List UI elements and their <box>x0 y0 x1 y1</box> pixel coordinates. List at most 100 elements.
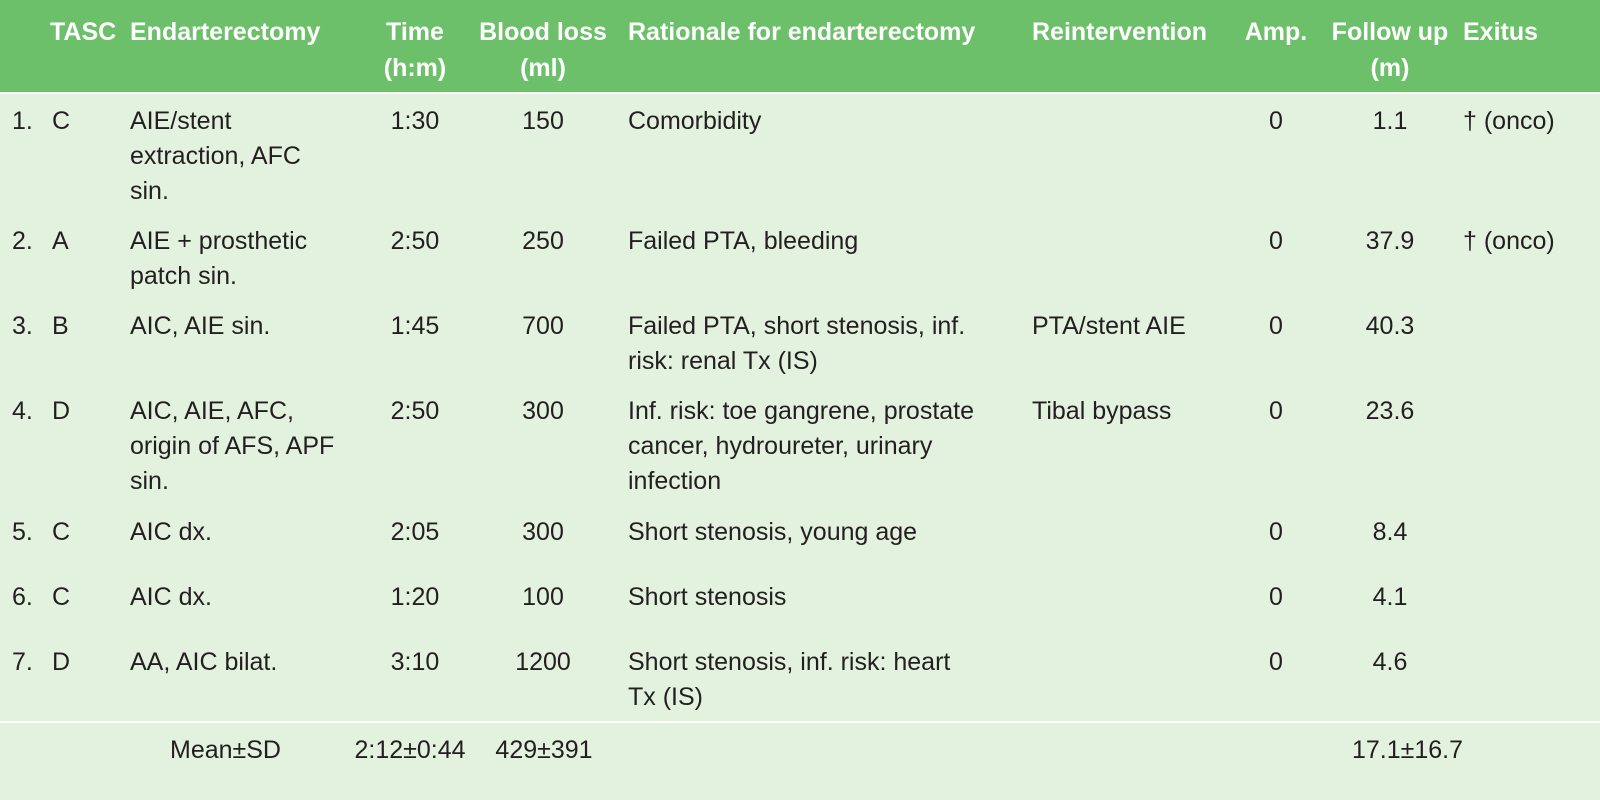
cell-blood-loss: 100 <box>522 583 564 611</box>
cell-tasc: D <box>52 648 71 676</box>
cell-blood-loss: 700 <box>522 312 564 340</box>
cell-endarterectomy-line: AIC, AIE sin. <box>130 312 271 340</box>
cell-endarterectomy: AIC dx. <box>130 580 370 615</box>
header-time: Time (h:m) <box>365 14 465 86</box>
cell-rationale-line: Short stenosis, inf. risk: heart <box>628 648 951 676</box>
header-follow-up: Follow up (m) <box>1325 14 1455 86</box>
summary-label: Mean±SD <box>170 736 281 764</box>
cell-blood-loss: 1200 <box>515 648 571 676</box>
cell-rationale-line: Comorbidity <box>628 107 762 135</box>
header-follow-up-line: Follow up <box>1331 18 1449 46</box>
cell-endarterectomy-line: AIE + prosthetic <box>130 227 308 255</box>
cell-rationale-line: Failed PTA, bleeding <box>628 227 859 255</box>
cell-reintervention: Tibal bypass <box>1032 397 1172 425</box>
cell-blood-loss: 300 <box>522 518 564 546</box>
cell-rationale: Short stenosis <box>628 580 1028 615</box>
header-amp: Amp. <box>1244 18 1308 46</box>
cell-index: 1. <box>12 107 33 135</box>
cell-time: 3:10 <box>390 648 440 676</box>
cell-index: 5. <box>12 518 33 546</box>
cell-rationale: Inf. risk: toe gangrene, prostate cancer,… <box>628 394 1028 499</box>
cell-endarterectomy-line: extraction, AFC <box>130 142 301 170</box>
row-separator <box>0 721 1600 723</box>
cell-time: 1:30 <box>390 107 440 135</box>
cell-time: 2:05 <box>390 518 440 546</box>
cell-rationale: Failed PTA, short stenosis, inf. risk: re… <box>628 309 1028 379</box>
cell-rationale-line: Inf. risk: toe gangrene, prostate <box>628 397 975 425</box>
cell-endarterectomy: AIC dx. <box>130 515 370 550</box>
header-tasc: TASC <box>50 18 117 46</box>
cell-endarterectomy-line: AA, AIC bilat. <box>130 648 278 676</box>
header-exitus: Exitus <box>1463 18 1539 46</box>
cell-amp: 0 <box>1269 583 1283 611</box>
cell-index: 2. <box>12 227 33 255</box>
cell-blood-loss: 300 <box>522 397 564 425</box>
cell-endarterectomy-line: sin. <box>130 177 169 205</box>
cell-endarterectomy-line: patch sin. <box>130 262 238 290</box>
header-follow-up-line: (m) <box>1370 54 1410 82</box>
cell-endarterectomy-line: origin of AFS, APF <box>130 432 335 460</box>
cell-endarterectomy-line: sin. <box>130 467 169 495</box>
row-separator <box>0 92 1600 94</box>
cell-time: 2:50 <box>390 227 440 255</box>
summary-time: 2:12±0:44 <box>354 736 466 764</box>
cell-endarterectomy: AIC, AIE sin. <box>130 309 370 344</box>
cell-amp: 0 <box>1269 227 1283 255</box>
cell-blood-loss: 150 <box>522 107 564 135</box>
cell-index: 6. <box>12 583 33 611</box>
cell-tasc: B <box>52 312 69 340</box>
cell-endarterectomy: AA, AIC bilat. <box>130 645 370 680</box>
cell-endarterectomy: AIE + prosthetic patch sin. <box>130 224 370 294</box>
cell-index: 3. <box>12 312 33 340</box>
cell-follow-up: 1.1 <box>1372 107 1408 135</box>
summary-blood-loss: 429±391 <box>495 736 593 764</box>
cell-follow-up: 4.6 <box>1372 648 1408 676</box>
header-endarterectomy: Endarterectomy <box>130 18 321 46</box>
cell-tasc: C <box>52 518 71 546</box>
cell-time: 1:45 <box>390 312 440 340</box>
cell-endarterectomy: AIC, AIE, AFC, origin of AFS, APF sin. <box>130 394 370 499</box>
cell-amp: 0 <box>1269 397 1283 425</box>
cell-endarterectomy-line: AIC, AIE, AFC, <box>130 397 294 425</box>
header-blood-loss-line: (ml) <box>520 54 566 82</box>
cell-rationale-line: Tx (IS) <box>628 683 703 711</box>
cell-time: 1:20 <box>390 583 440 611</box>
cell-rationale-line: Short stenosis <box>628 583 787 611</box>
cell-tasc: D <box>52 397 71 425</box>
cell-index: 4. <box>12 397 33 425</box>
cell-follow-up: 37.9 <box>1365 227 1415 255</box>
cell-rationale-line: cancer, hydroureter, urinary <box>628 432 933 460</box>
header-time-line: Time <box>386 18 444 46</box>
cell-exitus: † (onco) <box>1463 107 1555 135</box>
cell-follow-up: 23.6 <box>1365 397 1415 425</box>
cell-amp: 0 <box>1269 648 1283 676</box>
cell-tasc: C <box>52 583 71 611</box>
summary-follow-up: 17.1±16.7 <box>1351 736 1464 764</box>
cell-rationale: Comorbidity <box>628 104 1028 139</box>
cell-rationale-line: Short stenosis, young age <box>628 518 918 546</box>
cell-follow-up: 8.4 <box>1372 518 1408 546</box>
cell-time: 2:50 <box>390 397 440 425</box>
cell-endarterectomy-line: AIC dx. <box>130 583 212 611</box>
cell-endarterectomy-line: AIE/stent <box>130 107 232 135</box>
cell-exitus: † (onco) <box>1463 227 1555 255</box>
header-blood-loss: Blood loss (ml) <box>473 14 613 86</box>
cell-rationale: Failed PTA, bleeding <box>628 224 1028 259</box>
header-time-line: (h:m) <box>383 54 447 82</box>
header-blood-loss-line: Blood loss <box>479 18 607 46</box>
header-reintervention: Reintervention <box>1032 18 1208 46</box>
cell-amp: 0 <box>1269 107 1283 135</box>
cell-rationale-line: infection <box>628 467 722 495</box>
table-header <box>0 0 1600 92</box>
cell-amp: 0 <box>1269 518 1283 546</box>
cell-rationale-line: risk: renal Tx (IS) <box>628 347 818 375</box>
cell-index: 7. <box>12 648 33 676</box>
cell-follow-up: 4.1 <box>1372 583 1408 611</box>
cell-reintervention: PTA/stent AIE <box>1032 312 1186 340</box>
cell-blood-loss: 250 <box>522 227 564 255</box>
cell-tasc: C <box>52 107 71 135</box>
cell-tasc: A <box>52 227 69 255</box>
cell-endarterectomy-line: AIC dx. <box>130 518 212 546</box>
header-rationale: Rationale for endarterectomy <box>628 18 976 46</box>
